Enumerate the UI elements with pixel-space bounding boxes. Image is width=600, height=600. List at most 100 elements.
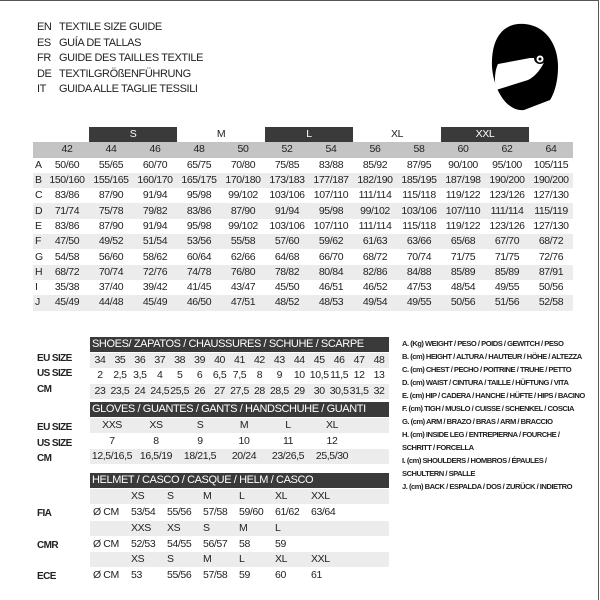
table-row: F 47/50 49/52 51/54 53/56 55/58 57/60 59/62 61/6…: [33, 234, 573, 250]
measurement-cell: 177/187: [313, 174, 349, 187]
measurement-cell: 54/58: [54, 250, 80, 263]
measurement-cell: 187/198: [445, 174, 481, 187]
measurement-cell: 49/52: [98, 235, 124, 248]
legend-line: SCHULTERN / SPALLE: [402, 469, 475, 478]
helmet-size-label: XS: [131, 490, 145, 502]
helmet-size-label: XXL: [311, 553, 330, 565]
helmet-standard-label: ECE: [37, 571, 56, 582]
glove-size-cell: 12: [326, 434, 338, 447]
measurement-cell: 47/50: [54, 235, 80, 248]
row-letter: C: [35, 189, 43, 202]
legend-line: H. (cm) INSIDE LEG / ENTREPIERNA / FOURC…: [402, 430, 560, 439]
shoe-size-cell: 26: [194, 384, 206, 397]
glove-size-cell: M: [239, 419, 249, 431]
measurement-cell: 74/78: [186, 265, 212, 278]
shoe-size-cell: 5: [176, 369, 183, 382]
measurement-cell: 70/74: [98, 265, 124, 278]
shoe-size-cell: 45: [313, 354, 325, 366]
measurement-cell: 115/119: [534, 204, 568, 217]
glove-size-cell: L: [285, 419, 291, 431]
helmet-circumference: 63/64: [311, 506, 336, 518]
row-letter: G: [35, 250, 43, 263]
legend-line: I. (cm) SHOULDERS / HOMBROS / ÉPAULES /: [402, 456, 547, 465]
row-letter: J: [35, 296, 40, 309]
helmet-value-row: Ø CM 53 55/56 57/58 59 60 61: [90, 568, 389, 583]
row-label: CM: [37, 383, 52, 395]
measurement-cell: 85/89: [450, 265, 476, 278]
measurement-cell: 46/52: [362, 281, 388, 294]
measurement-cell: 55/58: [230, 235, 256, 248]
measurement-cell: 46/50: [186, 296, 212, 309]
size-number: 46: [149, 143, 161, 156]
measurement-cell: 68/72: [538, 235, 564, 248]
measurement-cell: 72/76: [142, 265, 168, 278]
legend-line: C. (cm) CHEST / PECHO / POITRINE / TRUHE…: [402, 365, 572, 374]
lang-code: DE: [37, 67, 52, 80]
lang-code: EN: [37, 21, 52, 33]
shoe-size-cell: 42: [253, 354, 265, 366]
measurement-cell: 119/122: [445, 189, 481, 202]
glove-size-cell: 25,5/30: [315, 450, 349, 462]
shoe-size-cell: 32: [373, 384, 385, 397]
measurement-cell: 49/55: [494, 281, 520, 294]
measurement-cell: 50/60: [54, 158, 80, 171]
measurement-cell: 165/175: [181, 174, 217, 187]
measurement-cell: 51/56: [494, 296, 520, 309]
measurement-cell: 70/80: [230, 158, 256, 171]
measurement-cell: 66/70: [318, 250, 344, 263]
shoe-size-cell: 27: [214, 384, 225, 397]
helmet-circumference: 61: [311, 569, 322, 581]
helmet-size-label: M: [239, 521, 248, 534]
helmet-size-label: S: [167, 490, 174, 502]
shoe-size-cell: 34: [94, 354, 106, 366]
measurement-cell: 53/56: [186, 235, 212, 248]
shoe-size-cell: 13: [373, 369, 385, 382]
spacer: [90, 489, 128, 504]
shoe-size-cell: 24: [134, 384, 146, 397]
helmet-circumference: 57/58: [203, 506, 228, 518]
measurement-cell: 62/66: [230, 250, 256, 263]
measurement-cell: 95/98: [186, 189, 212, 202]
measurement-cell: 87/95: [406, 158, 432, 171]
measurement-cell: 119/122: [445, 219, 481, 232]
measurement-cell: 87/91: [538, 265, 564, 278]
shoe-size-cell: 7,5: [232, 369, 247, 382]
table-row: B 150/160 155/165 160/170 165/175 170/180 173/…: [33, 172, 573, 189]
title-es: ES GUÍA DE TALLAS: [37, 36, 203, 52]
table-row: H 68/72 70/74 72/76 74/78 76/80 78/82 80/84 82/8…: [33, 264, 573, 280]
measurement-cell: 87/90: [98, 189, 124, 202]
size-number: 44: [105, 143, 117, 156]
legend-line: G. (cm) ARM / BRAZO / BRAS / ARM / BRACC…: [402, 417, 553, 426]
measurement-cell: 41/45: [186, 281, 212, 294]
measurement-cell: 91/94: [142, 219, 168, 232]
helmet-standard-label: CMR: [37, 539, 59, 551]
measurement-cell: 83/88: [318, 158, 344, 171]
size-number: 64: [545, 143, 557, 156]
size-band-row: S M L XL XXL: [33, 127, 573, 143]
shoe-size-cell: 10,5: [309, 369, 329, 382]
measurement-cell: 55/65: [98, 158, 124, 171]
helmet-size-row: XS S M L XL XXL: [90, 489, 389, 504]
measurement-cell: 65/75: [186, 158, 212, 171]
helmet-size-label: XXS: [131, 521, 151, 534]
measurement-cell: 48/53: [318, 296, 344, 309]
helmet-size-label: M: [203, 553, 212, 565]
helmet-size-label: S: [167, 553, 174, 565]
eu-size-header-row: 42 44 46 48 50 52 54 56 58 60 62 64: [33, 142, 573, 158]
shoe-size-cell: 2: [97, 369, 103, 382]
shoe-row: 23 23,5 24 24,5 25,5 26 27 27,5 28 28,5 29 30 30,5 31…: [90, 383, 389, 399]
shoe-size-cell: 12: [353, 369, 365, 382]
measurement-cell: 103/106: [401, 204, 437, 217]
gloves-header: GLOVES / GUANTES / GANTS / HANDSCHUHE / …: [90, 402, 389, 417]
size-band: XXL: [441, 127, 529, 143]
measurement-cell: 65/68: [450, 235, 476, 248]
helmet-value-row: Ø CM 53/54 55/56 57/58 59/60 61/62 63/64: [90, 505, 389, 520]
measurement-cell: 48/52: [274, 296, 300, 309]
helmet-standard-label: FIA: [37, 508, 52, 519]
title-de: DE TEXTILGRÖßENFÜHRUNG: [37, 67, 203, 83]
row-letter: B: [35, 174, 42, 187]
helmet-circumference: 52/53: [131, 537, 156, 550]
shoe-size-cell: 6: [196, 369, 203, 382]
measurement-cell: 47/53: [406, 281, 432, 294]
glove-size-cell: 7: [109, 434, 115, 447]
